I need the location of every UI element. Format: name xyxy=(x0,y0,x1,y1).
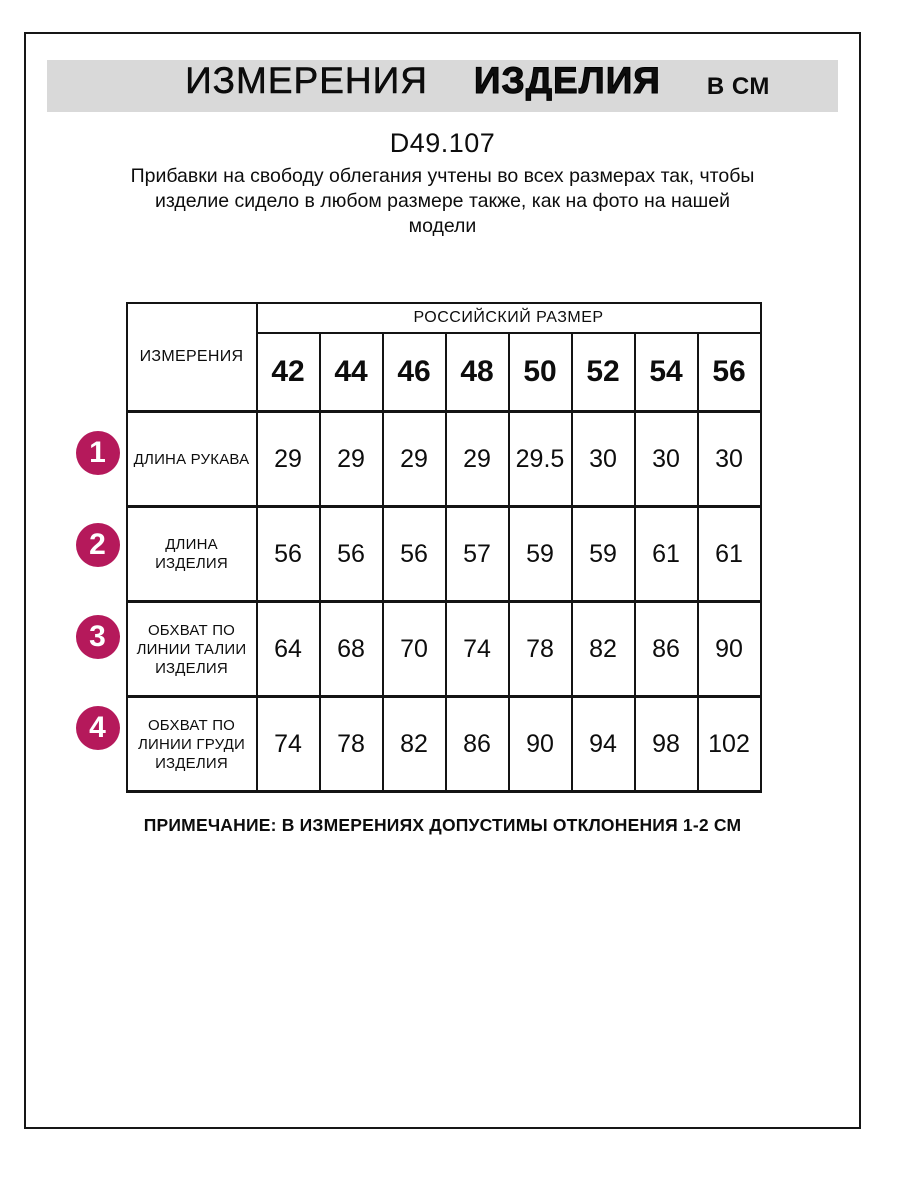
cell-value: 29 xyxy=(255,410,321,508)
table-row-chest-girth: ОБХВАТ ПО ЛИНИИ ГРУДИ ИЗДЕЛИЯ 74 78 82 8… xyxy=(125,695,762,793)
cell-value: 29 xyxy=(444,410,510,508)
cell-value: 29 xyxy=(381,410,447,508)
page-frame: ИЗМЕРЕНИЯ ИЗДЕЛИЯ В СМ D49.107 Прибавки … xyxy=(24,32,861,1129)
row-label: ДЛИНА РУКАВА xyxy=(125,410,258,508)
cell-value: 30 xyxy=(570,410,636,508)
row-number-badge-2: 2 xyxy=(75,523,120,567)
cell-value: 74 xyxy=(444,600,510,698)
row-label: ОБХВАТ ПО ЛИНИИ ГРУДИ ИЗДЕЛИЯ xyxy=(125,695,258,793)
cell-value: 74 xyxy=(255,695,321,793)
cell-value: 70 xyxy=(381,600,447,698)
cell-value: 78 xyxy=(507,600,573,698)
cell-value: 59 xyxy=(507,505,573,603)
fit-description: Прибавки на свободу облегания учтены во … xyxy=(130,165,755,237)
banner-word-measurements: ИЗМЕРЕНИЯ xyxy=(185,60,428,102)
cell-value: 56 xyxy=(318,505,384,603)
size-header-row: 42 44 46 48 50 52 54 56 xyxy=(127,332,762,413)
table-row-item-length: ДЛИНА ИЗДЕЛИЯ 56 56 56 57 59 59 61 61 xyxy=(125,505,762,603)
cell-value: 82 xyxy=(381,695,447,793)
russian-size-header-cell: РОССИЙСКИЙ РАЗМЕР xyxy=(255,302,762,334)
cell-value: 78 xyxy=(318,695,384,793)
size-table: ИЗМЕРЕНИЯ РОССИЙСКИЙ РАЗМЕР 42 44 46 48 … xyxy=(125,302,762,793)
article-code: D49.107 xyxy=(389,128,496,158)
tolerance-note: ПРИМЕЧАНИЕ: В ИЗМЕРЕНИЯХ ДОПУСТИМЫ ОТКЛО… xyxy=(143,815,742,835)
table-row-sleeve-length: ДЛИНА РУКАВА 29 29 29 29 29.5 30 30 30 xyxy=(125,410,762,508)
size-table-zone: 1 2 3 4 ИЗМЕРЕНИЯ РОССИЙСКИЙ РАЗМЕР 42 xyxy=(75,302,762,793)
table-row-waist-girth: ОБХВАТ ПО ЛИНИИ ТАЛИИ ИЗДЕЛИЯ 64 68 70 7… xyxy=(125,600,762,698)
cell-value: 90 xyxy=(696,600,762,698)
row-number-badge-3: 3 xyxy=(75,615,120,659)
cell-value: 57 xyxy=(444,505,510,603)
cell-value: 30 xyxy=(696,410,762,508)
cell-value: 29 xyxy=(318,410,384,508)
cell-value: 90 xyxy=(507,695,573,793)
cell-value: 64 xyxy=(255,600,321,698)
banner-word-product: ИЗДЕЛИЯ xyxy=(473,60,661,102)
row-label: ДЛИНА ИЗДЕЛИЯ xyxy=(125,505,258,603)
row-number-badge-1: 1 xyxy=(75,431,120,475)
cell-value: 29.5 xyxy=(507,410,573,508)
row-label: ОБХВАТ ПО ЛИНИИ ТАЛИИ ИЗДЕЛИЯ xyxy=(125,600,258,698)
size-header-44: 44 xyxy=(318,332,384,413)
cell-value: 56 xyxy=(255,505,321,603)
title-banner: ИЗМЕРЕНИЯ ИЗДЕЛИЯ В СМ xyxy=(47,60,838,112)
cell-value: 102 xyxy=(696,695,762,793)
banner-word-units: В СМ xyxy=(706,73,770,100)
cell-value: 59 xyxy=(570,505,636,603)
cell-value: 68 xyxy=(318,600,384,698)
size-header-54: 54 xyxy=(633,332,699,413)
cell-value: 61 xyxy=(633,505,699,603)
cell-value: 86 xyxy=(444,695,510,793)
cell-value: 98 xyxy=(633,695,699,793)
cell-value: 94 xyxy=(570,695,636,793)
size-header-50: 50 xyxy=(507,332,573,413)
cell-value: 86 xyxy=(633,600,699,698)
table-group-header-row: ИЗМЕРЕНИЯ РОССИЙСКИЙ РАЗМЕР xyxy=(125,302,762,413)
size-header-52: 52 xyxy=(570,332,636,413)
cell-value: 30 xyxy=(633,410,699,508)
size-header-56: 56 xyxy=(696,332,762,413)
size-header-46: 46 xyxy=(381,332,447,413)
row-number-badge-4: 4 xyxy=(75,706,120,750)
cell-value: 61 xyxy=(696,505,762,603)
cell-value: 82 xyxy=(570,600,636,698)
cell-value: 56 xyxy=(381,505,447,603)
size-header-48: 48 xyxy=(444,332,510,413)
measurements-header-cell: ИЗМЕРЕНИЯ xyxy=(125,302,258,413)
size-header-42: 42 xyxy=(255,332,321,413)
